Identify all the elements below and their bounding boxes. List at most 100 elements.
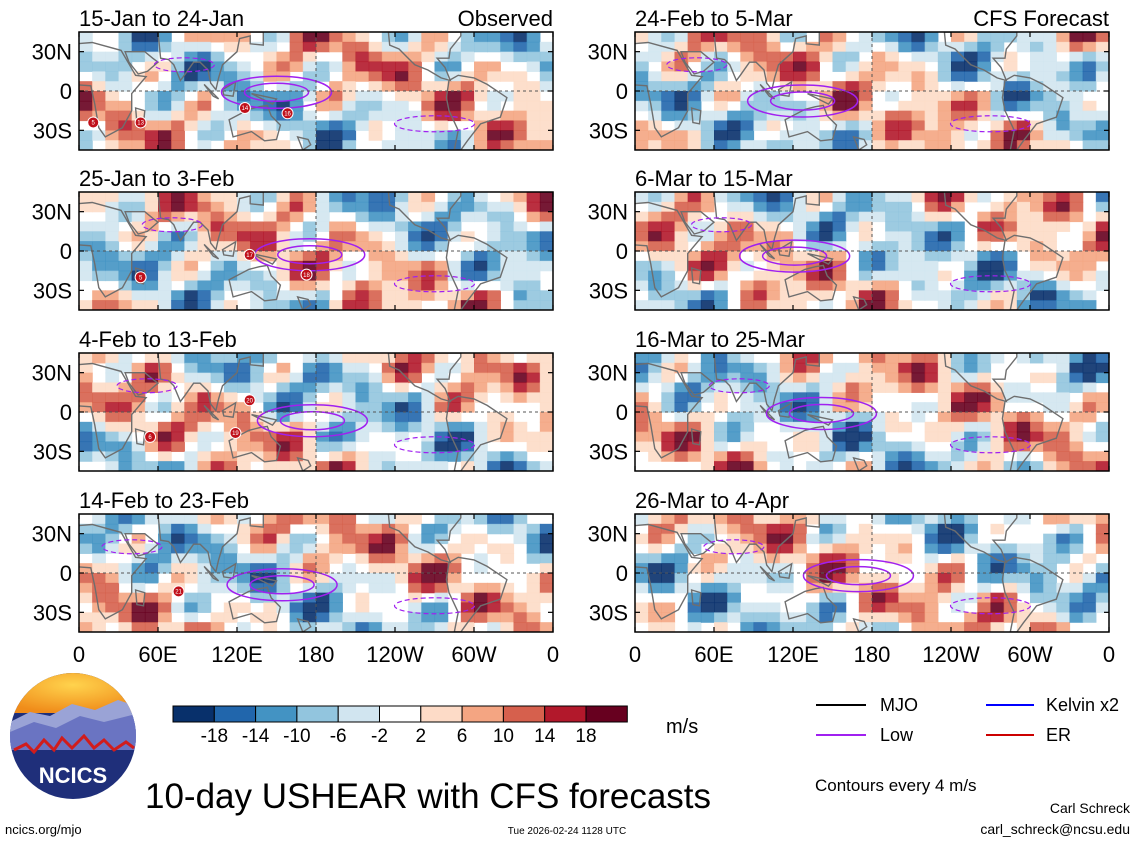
- storm-id: 6: [148, 435, 152, 441]
- storm-marker: 16: [281, 107, 294, 120]
- y-tick-label: 30N: [588, 361, 628, 386]
- x-tick-label: 0: [73, 642, 85, 667]
- map-panel: 21 30N 0 30S 14-Feb to 23-Feb: [32, 488, 554, 633]
- storm-id: 14: [242, 106, 249, 112]
- storm-marker: 5: [87, 116, 100, 129]
- map-panel: 6 19 20 30N 0 30S 4-Feb to 13-Feb: [32, 327, 554, 472]
- y-tick-label: 30N: [588, 40, 628, 65]
- legend-label-low: Low: [880, 725, 914, 745]
- x-tick-label: 180: [854, 642, 891, 667]
- contour-note: Contours every 4 m/s: [815, 776, 977, 795]
- panel-period-title: 26-Mar to 4-Apr: [635, 488, 789, 513]
- y-tick-label: 30S: [33, 600, 72, 625]
- low-contours: [153, 57, 476, 133]
- x-tick-label: 0: [1103, 642, 1115, 667]
- y-tick-label: 30S: [589, 118, 628, 143]
- map-panel: 5 17 18 30N 0 30S 25-Jan to 3-Feb: [32, 166, 554, 311]
- colorbar-swatch: [213, 705, 257, 723]
- low-contours: [690, 217, 1032, 293]
- footer-author: Carl Schreck: [1050, 800, 1131, 816]
- map-panel: 30N 0 30S 6-Mar to 15-Mar: [588, 166, 1110, 311]
- colorbar-swatch: [502, 705, 546, 723]
- storm-id: 5: [139, 275, 143, 281]
- colorbar-tick-label: -10: [283, 726, 310, 747]
- colorbar-swatch: [296, 705, 339, 723]
- y-tick-label: 0: [60, 239, 72, 264]
- coastlines: [635, 32, 1064, 150]
- y-tick-label: 30S: [33, 439, 72, 464]
- storm-marker: 5: [134, 271, 147, 284]
- storm-marker: 17: [243, 248, 256, 261]
- colorbar-tick-label: -14: [242, 726, 270, 747]
- legend-label-mjo: MJO: [880, 695, 918, 715]
- colorbar-tick-label: -18: [201, 726, 228, 747]
- storm-id: 17: [246, 253, 253, 259]
- shear-field: [635, 192, 1109, 310]
- ncics-logo: NCICS: [10, 673, 136, 799]
- logo-text: NCICS: [39, 763, 107, 788]
- y-tick-label: 30N: [32, 40, 72, 65]
- colorbar-tick-label: 18: [575, 726, 596, 747]
- y-tick-label: 30S: [589, 278, 628, 303]
- x-tick-label: 120E: [211, 642, 262, 667]
- panel-period-title: 25-Jan to 3-Feb: [79, 166, 234, 191]
- coastlines: [79, 353, 508, 471]
- x-tick-label: 120E: [767, 642, 818, 667]
- colorbar-swatch: [544, 705, 587, 723]
- x-tick-label: 0: [547, 642, 559, 667]
- y-tick-label: 0: [616, 79, 628, 104]
- colorbar-units: m/s: [666, 716, 698, 738]
- shear-field: [635, 353, 1109, 471]
- low-contours: [116, 378, 476, 454]
- storm-marker: 18: [300, 268, 313, 281]
- storm-marker: 21: [172, 585, 185, 598]
- panel-period-title: 24-Feb to 5-Mar: [635, 6, 793, 31]
- colorbar-tick-label: -2: [371, 726, 388, 747]
- y-tick-label: 30N: [32, 361, 72, 386]
- panel-period-title: 4-Feb to 13-Feb: [79, 327, 237, 352]
- panel-period-title: 15-Jan to 24-Jan: [79, 6, 244, 31]
- map-panel: 30N 0 30S 16-Mar to 25-Mar: [588, 327, 1110, 472]
- storm-marker: 13: [134, 116, 147, 129]
- low-contours: [703, 539, 1032, 615]
- y-tick-label: 30N: [32, 522, 72, 547]
- map-panel: 5 13 14 16 30N 0 30S 15-Jan to 24-Jan Observed: [32, 6, 554, 151]
- coastlines: [635, 192, 1064, 310]
- colorbar-tick-label: 2: [416, 726, 427, 747]
- colorbar-tick-label: 14: [534, 726, 556, 747]
- storm-id: 20: [246, 398, 253, 404]
- x-tick-label: 120W: [366, 642, 424, 667]
- y-tick-label: 0: [616, 561, 628, 586]
- storm-marker: 14: [238, 102, 251, 115]
- panel-period-title: 6-Mar to 15-Mar: [635, 166, 793, 191]
- shear-field: [635, 514, 1109, 632]
- map-panel: 30N 0 30S 26-Mar to 4-Apr: [588, 488, 1110, 633]
- storm-id: 21: [175, 590, 182, 596]
- coastlines: [635, 353, 1064, 471]
- y-tick-label: 0: [616, 239, 628, 264]
- y-tick-label: 0: [60, 400, 72, 425]
- y-tick-label: 30S: [589, 439, 628, 464]
- y-tick-label: 30N: [32, 200, 72, 225]
- low-contours: [708, 378, 1032, 454]
- storm-id: 13: [137, 121, 144, 127]
- x-tick-label: 60E: [694, 642, 733, 667]
- low-contours: [101, 539, 476, 615]
- colorbar-swatch: [255, 705, 298, 723]
- legend-label-kelvin: Kelvin x2: [1046, 695, 1119, 715]
- y-tick-label: 0: [616, 400, 628, 425]
- x-tick-label: 120W: [922, 642, 980, 667]
- legend: MJO Kelvin x2 Low ER: [816, 695, 1119, 745]
- shear-field: [79, 32, 553, 150]
- coastlines: [79, 514, 508, 632]
- colorbar-swatch: [420, 705, 463, 723]
- panel-source-tag: Observed: [458, 6, 553, 31]
- y-tick-label: 30S: [589, 600, 628, 625]
- panel-source-tag: CFS Forecast: [973, 6, 1109, 31]
- storm-marker: 20: [243, 394, 256, 407]
- figure-title: 10-day USHEAR with CFS forecasts: [145, 777, 711, 816]
- x-tick-label: 60W: [1007, 642, 1052, 667]
- coastlines: [635, 514, 1064, 632]
- colorbar-swatch: [172, 705, 215, 723]
